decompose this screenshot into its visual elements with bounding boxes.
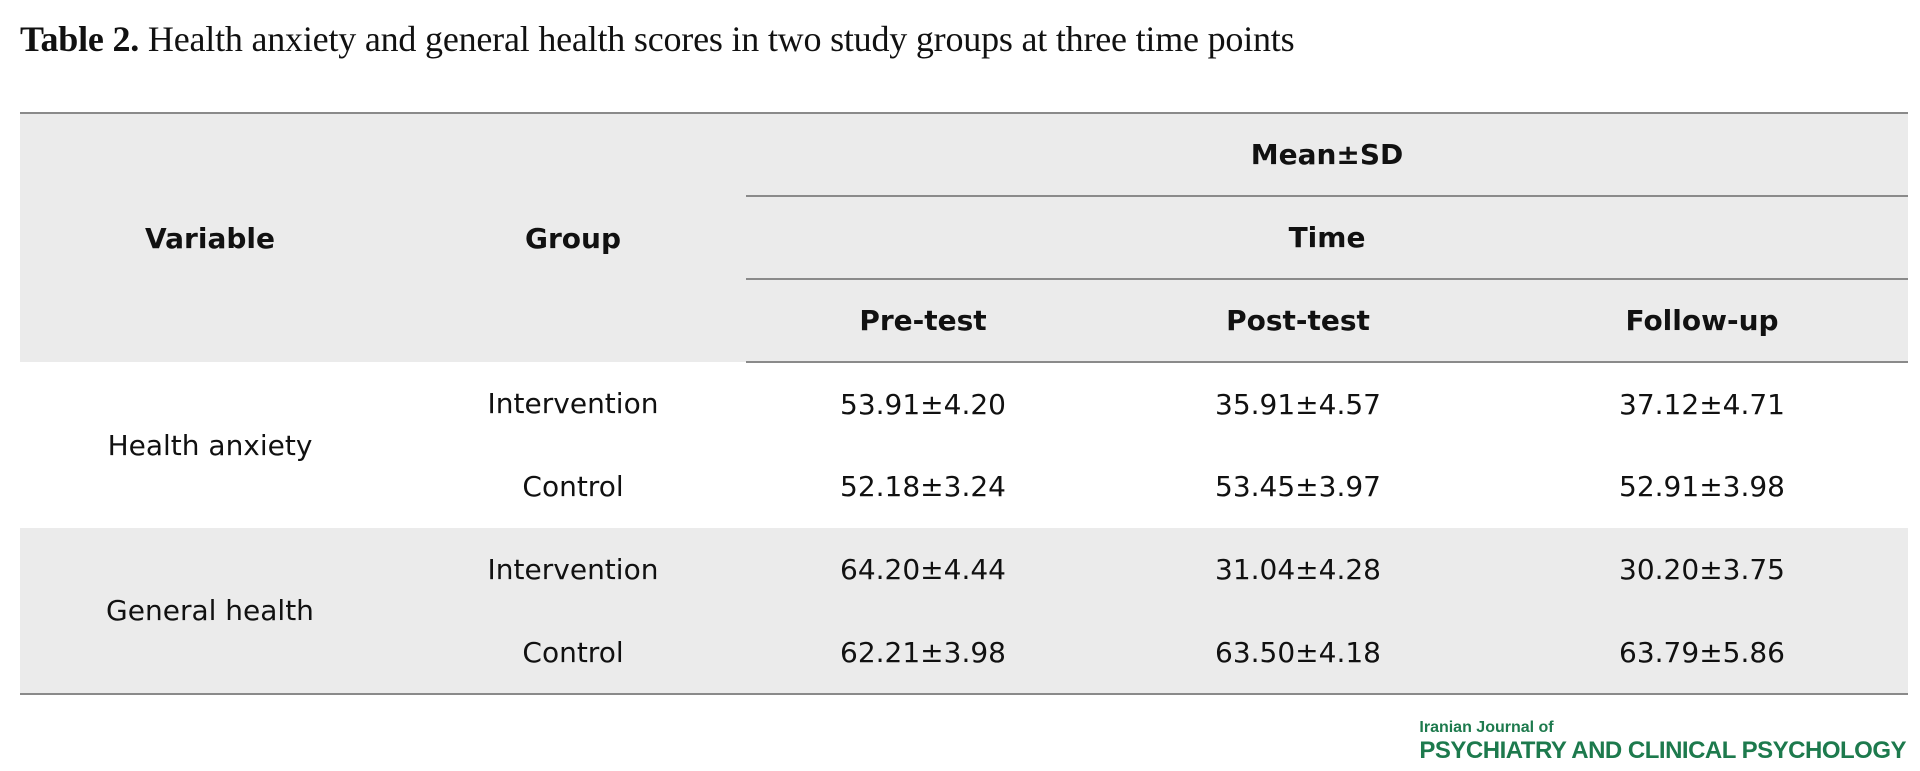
caption-text: Health anxiety and general health scores… — [147, 19, 1295, 59]
header-group: Group — [400, 112, 746, 362]
header-post-test: Post-test — [1100, 279, 1496, 363]
follow-up-cell: 30.20±3.75 — [1496, 528, 1909, 611]
pre-test-cell: 64.20±4.44 — [746, 528, 1100, 611]
header-variable: Variable — [20, 112, 400, 362]
pre-test-cell: 62.21±3.98 — [746, 611, 1100, 695]
variable-cell: Health anxiety — [107, 428, 313, 462]
variable-cell: General health — [20, 528, 400, 695]
group-cell: Control — [400, 611, 746, 695]
table-caption: Table 2. Health anxiety and general heal… — [20, 18, 1295, 60]
header-pre-test: Pre-test — [746, 279, 1100, 363]
header-mean-sd: Mean±SD — [746, 112, 1909, 197]
table-header: Variable Group Mean±SD Time Pre-test Pos… — [20, 112, 1909, 363]
group-cell: Control — [522, 470, 624, 503]
post-test-cell: 31.04±4.28 — [1100, 528, 1496, 611]
results-table: Variable Group Mean±SD Time Pre-test Pos… — [20, 112, 1909, 695]
header-follow-up: Follow-up — [1496, 279, 1909, 363]
header-time: Time — [746, 196, 1909, 280]
pre-test-cell: 53.91±4.20 — [840, 387, 1006, 421]
journal-name-line2: PSYCHIATRY AND CLINICAL PSYCHOLOGY — [1419, 737, 1906, 764]
journal-logo: Iranian Journal of PSYCHIATRY AND CLINIC… — [1419, 718, 1906, 764]
table-body: Health anxiety Intervention 53.91±4.20 3… — [20, 362, 1909, 695]
journal-name-line1: Iranian Journal of — [1419, 719, 1554, 736]
post-test-cell: 63.50±4.18 — [1100, 611, 1496, 695]
table-row: General health Intervention 64.20±4.44 3… — [20, 528, 1909, 695]
group-cell: Intervention — [400, 528, 746, 611]
follow-up-cell: 37.12±4.71 — [1619, 387, 1785, 421]
follow-up-cell: 52.91±3.98 — [1619, 470, 1785, 503]
table-row: Health anxiety Intervention 53.91±4.20 3… — [20, 362, 1908, 462]
post-test-cell: 35.91±4.57 — [1215, 387, 1381, 421]
caption-label: Table 2. — [20, 19, 140, 59]
table-row: Control 62.21±3.98 63.50±4.18 63.79±5.86 — [20, 611, 1909, 695]
table-row: Control 52.18±3.24 53.45±3.97 52.91±3.98 — [20, 445, 1908, 528]
group-cell: Intervention — [487, 387, 659, 420]
post-test-cell: 53.45±3.97 — [1215, 470, 1381, 503]
follow-up-cell: 63.79±5.86 — [1496, 611, 1909, 695]
pre-test-cell: 52.18±3.24 — [840, 470, 1006, 503]
